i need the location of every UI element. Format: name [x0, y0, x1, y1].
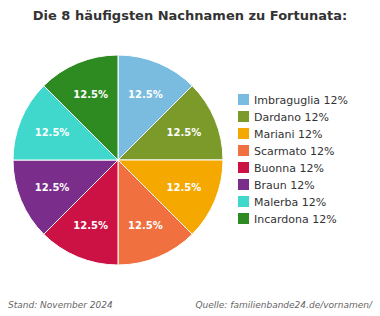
data-label: 12.5%	[167, 127, 202, 138]
legend-swatch	[238, 162, 249, 173]
data-label: 12.5%	[128, 89, 163, 100]
legend-swatch	[238, 111, 249, 122]
slice	[44, 55, 118, 160]
legend-swatch	[238, 179, 249, 190]
legend-item: Braun 12%	[238, 179, 315, 192]
legend-swatch	[238, 128, 249, 139]
legend-item: Dardano 12%	[238, 111, 329, 124]
annotation: Quelle: familienbande24.de/vornamen/	[195, 300, 372, 310]
pie	[13, 55, 223, 265]
legend-label: Imbraguglia 12%	[254, 94, 348, 107]
data-label: 12.5%	[35, 182, 70, 193]
chart-container: Die 8 häufigsten Nachnamen zu Fortunata:…	[0, 0, 380, 316]
legend-swatch	[238, 196, 249, 207]
legend-label: Mariani 12%	[254, 128, 323, 141]
slice	[118, 160, 192, 265]
data-label: 12.5%	[128, 220, 163, 231]
annotation: Stand: November 2024	[8, 300, 113, 310]
data-labels: 12.5% 12.5% 12.5% 12.5% 12.5% 12.5% 12.5% 12.5%	[35, 89, 202, 232]
legend-label: Malerba 12%	[254, 196, 326, 209]
slice	[118, 86, 223, 160]
legend: Imbraguglia 12% Dardano 12% Mariani 12% Sca…	[238, 94, 348, 226]
legend-label: Incardona 12%	[254, 213, 337, 226]
legend-swatch	[238, 145, 249, 156]
legend-item: Mariani 12%	[238, 128, 323, 141]
data-label: 12.5%	[73, 220, 108, 231]
legend-label: Braun 12%	[254, 179, 315, 192]
legend-item: Scarmato 12%	[238, 145, 335, 158]
slice	[13, 160, 118, 234]
legend-swatch	[238, 94, 249, 105]
data-label: 12.5%	[167, 182, 202, 193]
legend-item: Imbraguglia 12%	[238, 94, 348, 107]
data-label: 12.5%	[35, 127, 70, 138]
chart: Die 8 häufigsten Nachnamen zu Fortunata:…	[0, 0, 380, 316]
legend-item: Incardona 12%	[238, 213, 337, 226]
legend-item: Malerba 12%	[238, 196, 326, 209]
data-label: 12.5%	[73, 89, 108, 100]
legend-item: Buonna 12%	[238, 162, 324, 175]
legend-swatch	[238, 213, 249, 224]
legend-label: Scarmato 12%	[254, 145, 335, 158]
legend-label: Dardano 12%	[254, 111, 329, 124]
legend-label: Buonna 12%	[254, 162, 324, 175]
title: Die 8 häufigsten Nachnamen zu Fortunata:	[33, 8, 347, 23]
